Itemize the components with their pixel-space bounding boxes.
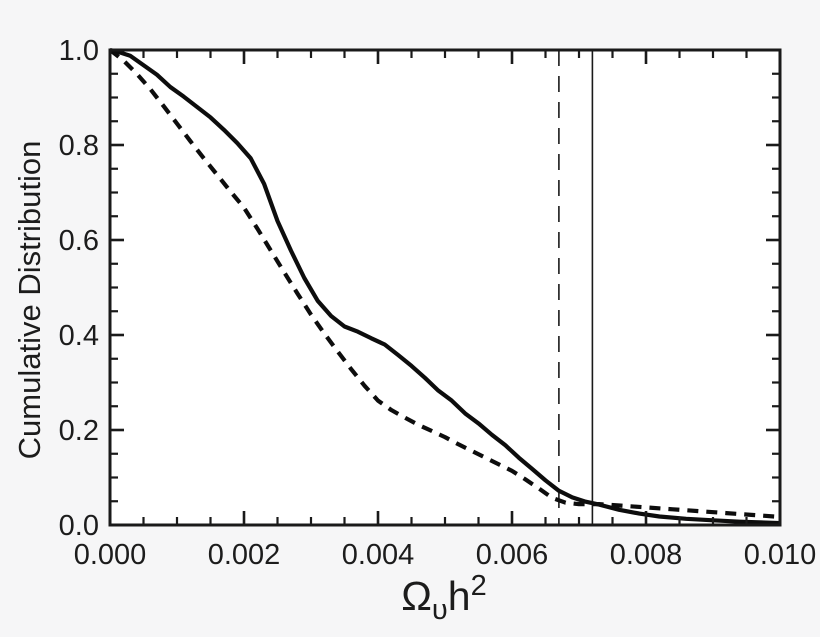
y-tick-label: 0.8 [59, 130, 99, 162]
y-tick-label: 0.2 [59, 415, 99, 447]
y-tick-label: 0.0 [59, 510, 99, 542]
y-axis-title: Cumulative Distribution [12, 141, 47, 460]
x-axis-title: Ωυh2 [401, 570, 486, 626]
x-tick-label: 0.006 [476, 539, 549, 571]
x-tick-label: 0.004 [342, 539, 415, 571]
plot-area [110, 50, 780, 525]
x-tick-label: 0.008 [610, 539, 683, 571]
x-tick-label: 0.002 [208, 539, 281, 571]
y-tick-label: 1.0 [59, 35, 99, 67]
axis-frame [108, 48, 782, 527]
x-title-subscript: υ [432, 594, 448, 626]
x-tick-label: 0.000 [74, 539, 147, 571]
x-tick-label: 0.010 [744, 539, 817, 571]
y-tick-label: 0.4 [59, 320, 99, 352]
series-dashed-cdf [108, 48, 781, 519]
x-title-suffix: h [448, 573, 471, 619]
y-tick-label: 0.6 [59, 225, 99, 257]
x-title-superscript: 2 [471, 570, 487, 602]
x-title-base: Ω [401, 573, 432, 619]
